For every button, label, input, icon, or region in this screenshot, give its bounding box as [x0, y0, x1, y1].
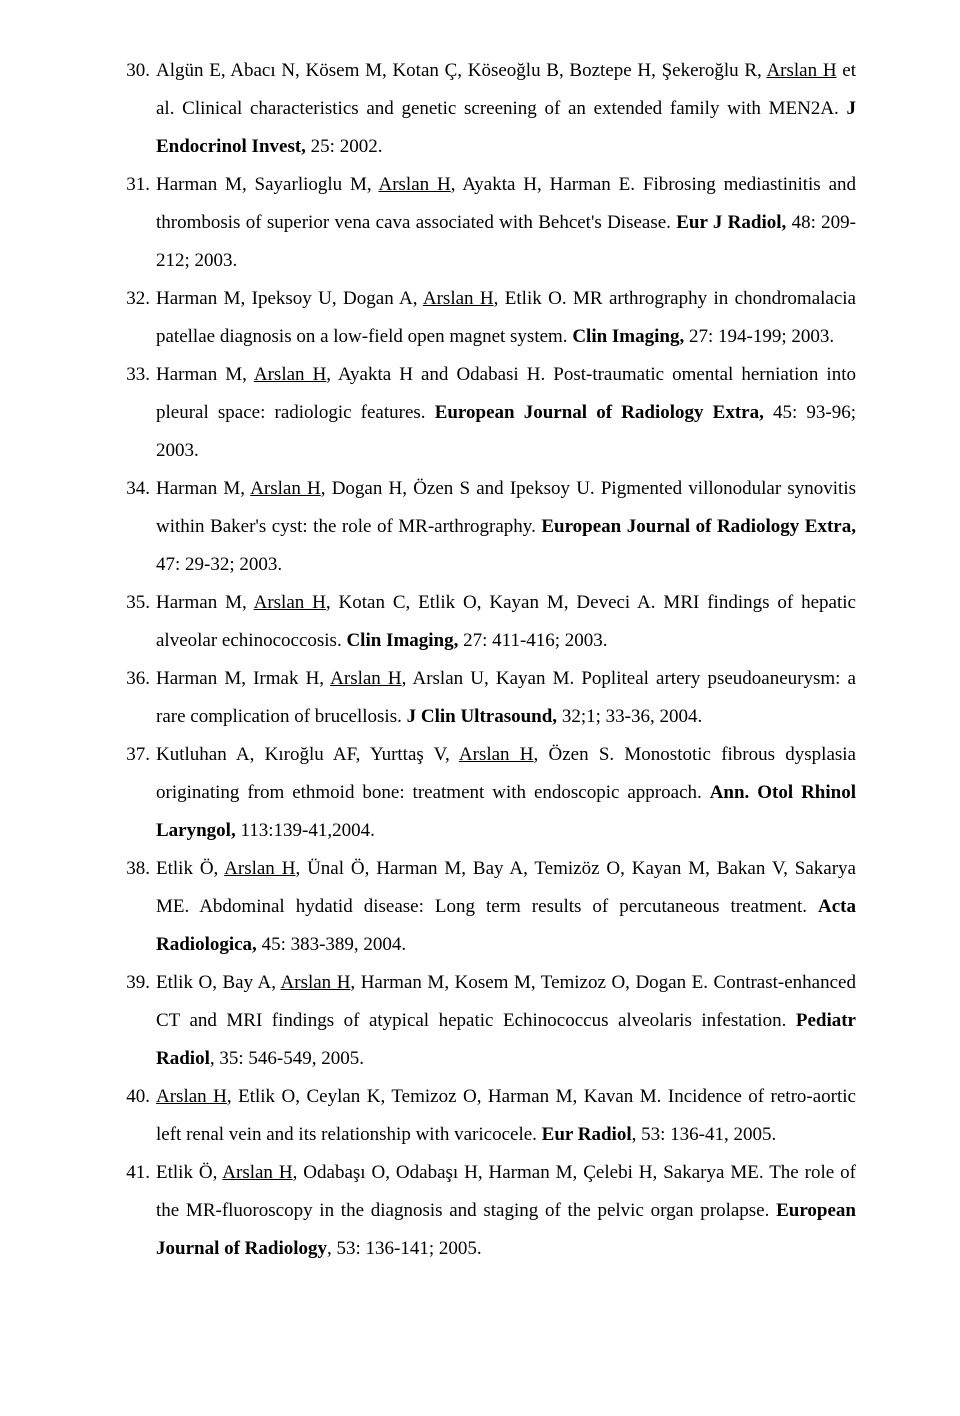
- text-segment: Harman M,: [156, 364, 254, 385]
- text-segment: Etlik Ö,: [156, 1162, 222, 1183]
- text-segment: Arslan H: [281, 972, 351, 993]
- reference-body: Harman M, Arslan H, Ayakta H and Odabasi…: [156, 356, 856, 470]
- text-segment: 45: 383-389, 2004.: [257, 934, 406, 955]
- reference-item: 36.Harman M, Irmak H, Arslan H, Arslan U…: [120, 660, 856, 736]
- text-segment: Arslan H: [156, 1086, 227, 1107]
- text-segment: Arslan H: [250, 478, 321, 499]
- reference-number: 36.: [120, 660, 156, 736]
- text-segment: Clin Imaging,: [572, 326, 684, 347]
- text-segment: , 53: 136-141; 2005.: [327, 1238, 482, 1259]
- text-segment: J Clin Ultrasound,: [407, 706, 557, 727]
- text-segment: 25: 2002.: [306, 136, 383, 157]
- text-segment: 47: 29-32; 2003.: [156, 554, 282, 575]
- text-segment: Arslan H: [224, 858, 295, 879]
- text-segment: Arslan H: [423, 288, 494, 309]
- reference-item: 30.Algün E, Abacı N, Kösem M, Kotan Ç, K…: [120, 52, 856, 166]
- text-segment: Eur Radiol: [542, 1124, 632, 1145]
- reference-item: 37.Kutluhan A, Kıroğlu AF, Yurttaş V, Ar…: [120, 736, 856, 850]
- reference-item: 34.Harman M, Arslan H, Dogan H, Özen S a…: [120, 470, 856, 584]
- text-segment: Algün E, Abacı N, Kösem M, Kotan Ç, Köse…: [156, 60, 766, 81]
- reference-number: 32.: [120, 280, 156, 356]
- text-segment: Harman M, Sayarlioglu M,: [156, 174, 378, 195]
- reference-body: Arslan H, Etlik O, Ceylan K, Temizoz O, …: [156, 1078, 856, 1154]
- reference-item: 33.Harman M, Arslan H, Ayakta H and Odab…: [120, 356, 856, 470]
- text-segment: 113:139-41,2004.: [236, 820, 375, 841]
- reference-number: 34.: [120, 470, 156, 584]
- text-segment: Arslan H: [254, 364, 326, 385]
- reference-body: Harman M, Ipeksoy U, Dogan A, Arslan H, …: [156, 280, 856, 356]
- text-segment: Etlik Ö,: [156, 858, 224, 879]
- text-segment: , 35: 546-549, 2005.: [210, 1048, 364, 1069]
- text-segment: European Journal of Radiology Extra,: [541, 516, 856, 537]
- text-segment: Arslan H: [222, 1162, 292, 1183]
- reference-number: 37.: [120, 736, 156, 850]
- text-segment: Arslan H: [254, 592, 326, 613]
- reference-number: 30.: [120, 52, 156, 166]
- text-segment: , 53: 136-41, 2005.: [632, 1124, 777, 1145]
- reference-item: 31.Harman M, Sayarlioglu M, Arslan H, Ay…: [120, 166, 856, 280]
- text-segment: European Journal of Radiology Extra,: [435, 402, 764, 423]
- text-segment: Clin Imaging,: [346, 630, 458, 651]
- reference-number: 38.: [120, 850, 156, 964]
- reference-body: Harman M, Arslan H, Kotan C, Etlik O, Ka…: [156, 584, 856, 660]
- reference-number: 40.: [120, 1078, 156, 1154]
- text-segment: 27: 194-199; 2003.: [684, 326, 834, 347]
- reference-body: Kutluhan A, Kıroğlu AF, Yurttaş V, Arsla…: [156, 736, 856, 850]
- page: 30.Algün E, Abacı N, Kösem M, Kotan Ç, K…: [0, 0, 960, 1416]
- reference-item: 41.Etlik Ö, Arslan H, Odabaşı O, Odabaşı…: [120, 1154, 856, 1268]
- reference-number: 33.: [120, 356, 156, 470]
- reference-number: 39.: [120, 964, 156, 1078]
- text-segment: Arslan H: [766, 60, 836, 81]
- text-segment: Harman M, Irmak H,: [156, 668, 330, 689]
- reference-body: Harman M, Sayarlioglu M, Arslan H, Ayakt…: [156, 166, 856, 280]
- reference-body: Etlik Ö, Arslan H, Ünal Ö, Harman M, Bay…: [156, 850, 856, 964]
- reference-body: Harman M, Arslan H, Dogan H, Özen S and …: [156, 470, 856, 584]
- reference-item: 38. Etlik Ö, Arslan H, Ünal Ö, Harman M,…: [120, 850, 856, 964]
- text-segment: Arslan H: [459, 744, 534, 765]
- text-segment: Arslan H: [330, 668, 402, 689]
- text-segment: 32;1; 33-36, 2004.: [557, 706, 702, 727]
- text-segment: Harman M, Ipeksoy U, Dogan A,: [156, 288, 423, 309]
- reference-body: Etlik Ö, Arslan H, Odabaşı O, Odabaşı H,…: [156, 1154, 856, 1268]
- reference-item: 40. Arslan H, Etlik O, Ceylan K, Temizoz…: [120, 1078, 856, 1154]
- text-segment: Arslan H: [378, 174, 450, 195]
- text-segment: Harman M,: [156, 592, 254, 613]
- text-segment: Harman M,: [156, 478, 250, 499]
- reference-item: 35.Harman M, Arslan H, Kotan C, Etlik O,…: [120, 584, 856, 660]
- text-segment: 27: 411-416; 2003.: [458, 630, 607, 651]
- reference-body: Harman M, Irmak H, Arslan H, Arslan U, K…: [156, 660, 856, 736]
- reference-number: 35.: [120, 584, 156, 660]
- reference-item: 32.Harman M, Ipeksoy U, Dogan A, Arslan …: [120, 280, 856, 356]
- reference-number: 41.: [120, 1154, 156, 1268]
- text-segment: Eur J Radiol,: [676, 212, 786, 233]
- text-segment: Etlik O, Bay A,: [156, 972, 281, 993]
- reference-body: Algün E, Abacı N, Kösem M, Kotan Ç, Köse…: [156, 52, 856, 166]
- text-segment: Kutluhan A, Kıroğlu AF, Yurttaş V,: [156, 744, 459, 765]
- reference-item: 39.Etlik O, Bay A, Arslan H, Harman M, K…: [120, 964, 856, 1078]
- reference-body: Etlik O, Bay A, Arslan H, Harman M, Kose…: [156, 964, 856, 1078]
- reference-number: 31.: [120, 166, 156, 280]
- references-list: 30.Algün E, Abacı N, Kösem M, Kotan Ç, K…: [120, 52, 856, 1268]
